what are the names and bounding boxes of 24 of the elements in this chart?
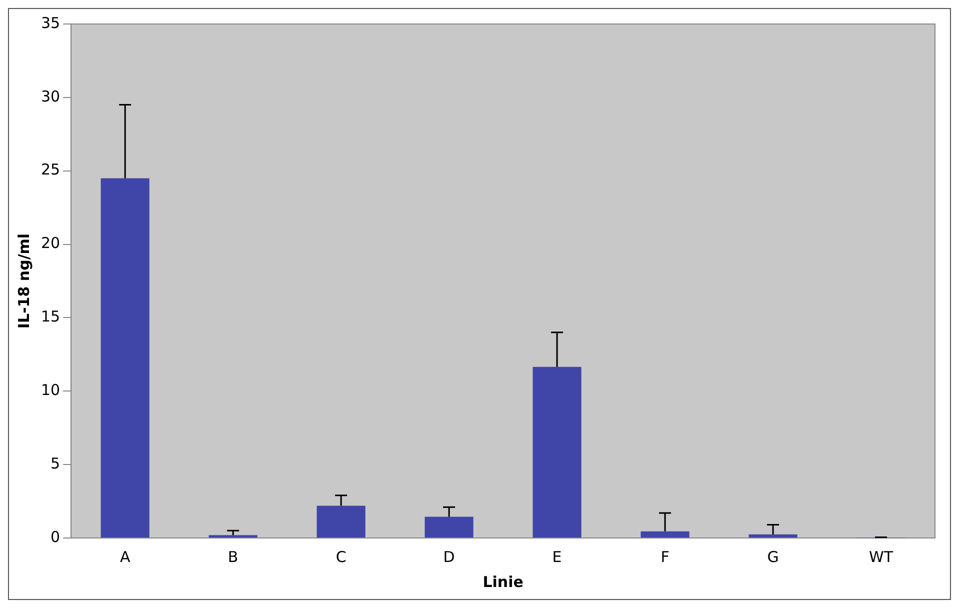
- y-tick-label: 35: [40, 14, 60, 32]
- x-tick-label: B: [228, 548, 238, 566]
- x-tick-label: C: [336, 548, 346, 566]
- y-tick-label: 30: [40, 87, 60, 106]
- bar: [316, 506, 366, 538]
- x-tick-label: WT: [869, 548, 894, 566]
- x-axis-title: Linie: [482, 572, 524, 591]
- y-tick-label: 25: [40, 160, 60, 179]
- y-tick-label: 20: [40, 234, 60, 252]
- bar: [424, 516, 474, 538]
- x-tick-label: G: [767, 548, 779, 566]
- y-tick-label: 5: [50, 454, 60, 472]
- y-tick-label: 10: [40, 381, 60, 400]
- x-tick-label: A: [120, 548, 131, 566]
- bar: [100, 178, 150, 538]
- bar: [532, 366, 582, 538]
- x-tick-label: F: [660, 548, 670, 566]
- y-tick-label: 0: [50, 528, 60, 546]
- x-tick-label: E: [552, 548, 562, 566]
- bar: [748, 534, 798, 538]
- bar: [640, 531, 690, 538]
- y-tick-label: 15: [40, 308, 60, 326]
- x-tick-label: D: [443, 548, 455, 566]
- y-axis-title: IL-18 ng/ml: [14, 233, 33, 329]
